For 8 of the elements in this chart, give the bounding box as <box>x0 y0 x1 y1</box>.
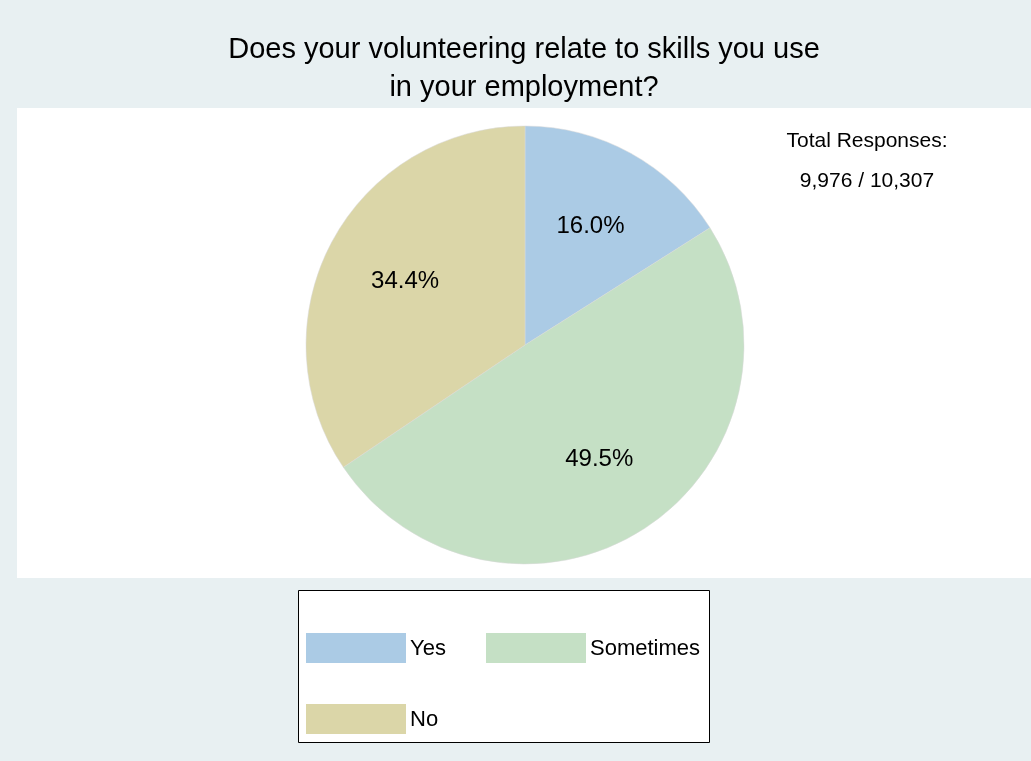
data-label: 49.5% <box>565 443 634 471</box>
text: Total Responses: 9,976 / 10,307 <box>786 128 948 191</box>
legend-label: Sometimes <box>590 635 701 660</box>
data-label: 34.4% <box>371 266 440 294</box>
data-label: 16.0% <box>556 211 625 239</box>
legend-label: Yes <box>410 635 446 660</box>
legend-label: No <box>410 706 439 731</box>
chart-title: Does your volunteering relate to skills you use in your employment? <box>228 32 820 102</box>
